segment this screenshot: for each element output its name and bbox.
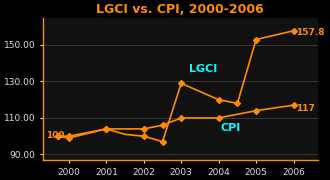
Text: 117: 117 [297,104,315,113]
Text: 157.8: 157.8 [297,28,325,37]
Text: 100: 100 [47,131,65,140]
Title: LGCI vs. CPI, 2000-2006: LGCI vs. CPI, 2000-2006 [96,3,264,17]
Text: LGCI: LGCI [189,64,217,74]
Text: CPI: CPI [220,123,241,133]
